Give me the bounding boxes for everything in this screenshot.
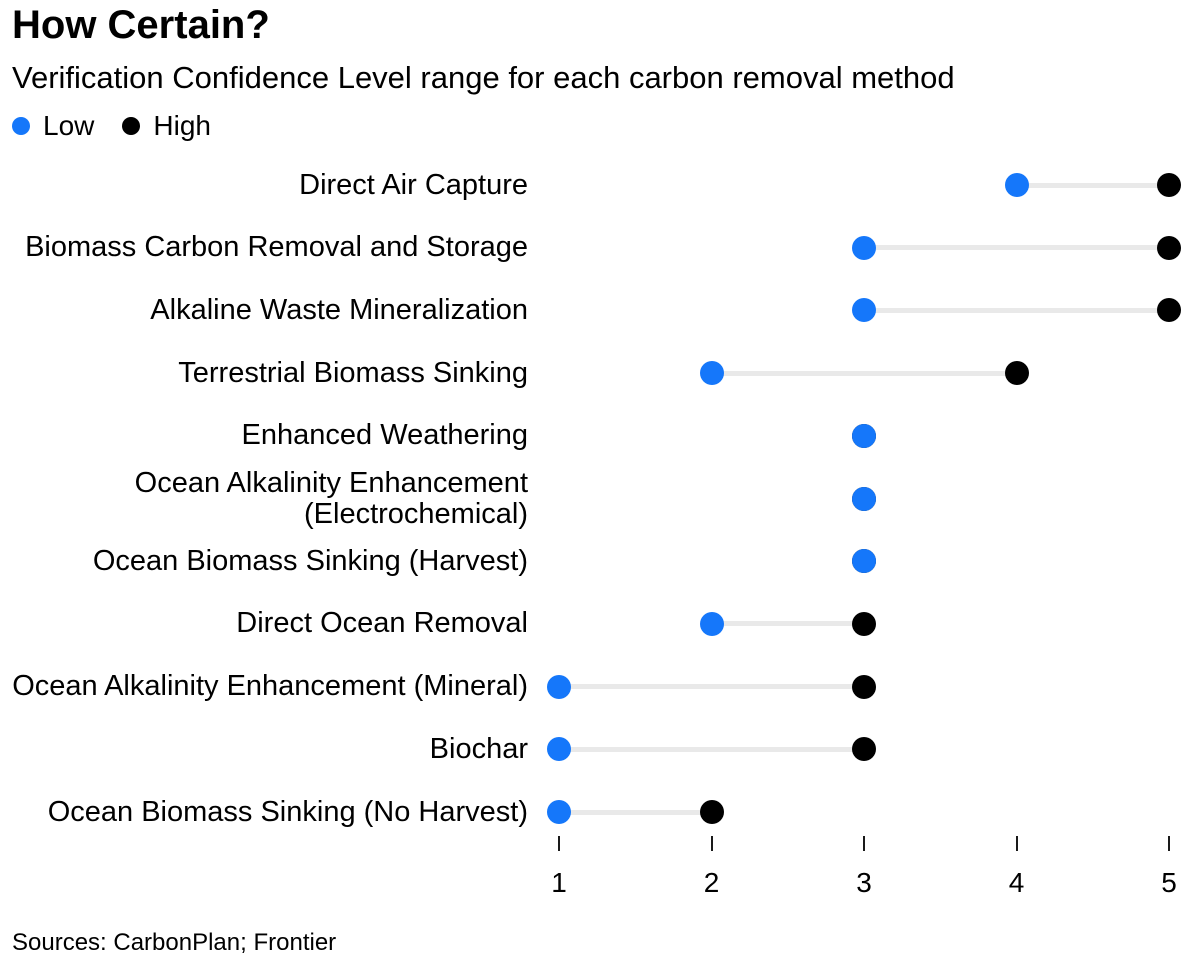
category-label-line: Biochar: [429, 732, 528, 765]
category-label-line: Ocean Alkalinity Enhancement (Mineral): [12, 670, 528, 703]
low-dot: [547, 800, 571, 824]
category-label: Direct Ocean Removal: [0, 590, 528, 658]
low-dot: [852, 549, 876, 574]
axis-tick-label: 4: [1008, 867, 1025, 898]
connector-line: [559, 809, 712, 815]
chart-subtitle: Verification Confidence Level range for …: [12, 60, 955, 95]
category-label: Direct Air Capture: [0, 151, 528, 219]
connector-line: [711, 621, 864, 627]
legend-label-low: Low: [43, 110, 95, 141]
category-label: Biochar: [0, 715, 528, 783]
category-label-line: Ocean Biomass Sinking (No Harvest): [47, 795, 528, 828]
low-dot: [852, 298, 876, 323]
low-dot: [547, 737, 571, 762]
high-dot: [1004, 361, 1029, 386]
category-label-line: Alkaline Waste Mineralization: [150, 293, 528, 326]
high-dot: [852, 737, 876, 762]
category-label: Enhanced Weathering: [0, 402, 528, 470]
high-dot-icon: [122, 117, 141, 135]
low-dot-icon: [12, 117, 30, 135]
category-label: Biomass Carbon Removal and Storage: [0, 214, 528, 282]
category-label-line: Ocean Biomass Sinking (Harvest): [92, 544, 528, 577]
axis-tick-label: 1: [551, 867, 567, 898]
axis-tick-label: 3: [856, 867, 872, 898]
axis-tick-label: 5: [1161, 867, 1177, 898]
connector-line: [711, 370, 1017, 376]
low-dot: [852, 486, 876, 511]
high-dot: [1157, 298, 1181, 323]
legend: Low High: [12, 108, 211, 144]
axis-tick: [710, 836, 713, 851]
connector-line: [864, 245, 1169, 251]
category-label: Ocean Alkalinity Enhancement (Mineral): [0, 653, 528, 721]
chart-title: How Certain?: [12, 3, 270, 47]
category-label-line: Terrestrial Biomass Sinking: [178, 356, 528, 389]
category-label: Alkaline Waste Mineralization: [0, 276, 528, 344]
high-dot: [699, 800, 724, 824]
connector-line: [864, 307, 1169, 313]
category-label-line: Biomass Carbon Removal and Storage: [25, 231, 528, 264]
category-label-line: Ocean Alkalinity Enhancement: [134, 466, 528, 499]
high-dot: [852, 674, 876, 699]
axis-tick: [863, 836, 865, 851]
category-label-line: (Electrochemical): [304, 497, 528, 530]
source-note: Sources: CarbonPlan; Frontier: [12, 929, 337, 956]
category-label-line: Enhanced Weathering: [241, 419, 528, 452]
category-label-line: Direct Ocean Removal: [236, 607, 528, 640]
low-dot: [852, 423, 876, 448]
category-label: Terrestrial Biomass Sinking: [0, 339, 528, 407]
low-dot: [852, 235, 876, 260]
high-dot: [852, 611, 876, 636]
low-dot: [1004, 173, 1029, 197]
axis-tick: [1015, 836, 1018, 851]
connector-line: [1016, 182, 1169, 188]
category-label: Ocean Biomass Sinking (No Harvest): [0, 778, 528, 846]
axis-tick: [558, 836, 560, 851]
low-dot: [699, 361, 724, 386]
connector-line: [559, 684, 864, 690]
high-dot: [1157, 173, 1181, 197]
low-dot: [547, 674, 571, 699]
legend-item-low: Low: [12, 110, 94, 142]
legend-label-high: High: [153, 110, 211, 141]
connector-line: [559, 746, 864, 752]
category-label-line: Direct Air Capture: [299, 168, 528, 201]
axis-tick: [1168, 836, 1170, 851]
legend-item-high: High: [122, 110, 211, 142]
high-dot: [1157, 235, 1181, 260]
low-dot: [699, 611, 724, 636]
axis-tick-label: 2: [703, 867, 720, 898]
category-label: Ocean Alkalinity Enhancement (Electrochem…: [0, 465, 528, 533]
category-label: Ocean Biomass Sinking (Harvest): [0, 527, 528, 595]
